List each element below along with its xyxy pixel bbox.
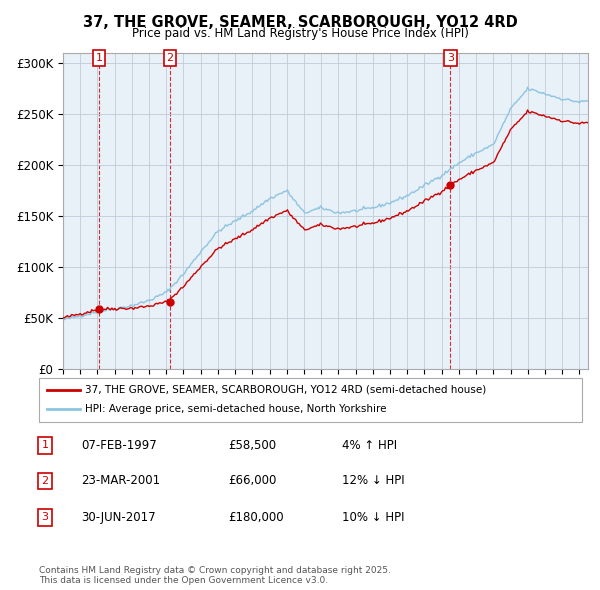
Text: 2: 2 xyxy=(41,476,49,486)
Text: 23-MAR-2001: 23-MAR-2001 xyxy=(81,474,160,487)
Text: 1: 1 xyxy=(95,53,103,63)
Text: 3: 3 xyxy=(447,53,454,63)
Text: £58,500: £58,500 xyxy=(228,439,276,452)
Text: 12% ↓ HPI: 12% ↓ HPI xyxy=(342,474,404,487)
FancyBboxPatch shape xyxy=(39,378,582,422)
Text: Contains HM Land Registry data © Crown copyright and database right 2025.
This d: Contains HM Land Registry data © Crown c… xyxy=(39,566,391,585)
Text: Price paid vs. HM Land Registry's House Price Index (HPI): Price paid vs. HM Land Registry's House … xyxy=(131,27,469,40)
Text: 10% ↓ HPI: 10% ↓ HPI xyxy=(342,511,404,524)
Text: 4% ↑ HPI: 4% ↑ HPI xyxy=(342,439,397,452)
Text: 37, THE GROVE, SEAMER, SCARBOROUGH, YO12 4RD (semi-detached house): 37, THE GROVE, SEAMER, SCARBOROUGH, YO12… xyxy=(85,385,487,395)
Text: £180,000: £180,000 xyxy=(228,511,284,524)
Text: 07-FEB-1997: 07-FEB-1997 xyxy=(81,439,157,452)
Text: 37, THE GROVE, SEAMER, SCARBOROUGH, YO12 4RD: 37, THE GROVE, SEAMER, SCARBOROUGH, YO12… xyxy=(83,15,517,30)
Text: 3: 3 xyxy=(41,513,49,522)
Text: 30-JUN-2017: 30-JUN-2017 xyxy=(81,511,155,524)
Text: 2: 2 xyxy=(167,53,173,63)
Text: £66,000: £66,000 xyxy=(228,474,277,487)
Text: HPI: Average price, semi-detached house, North Yorkshire: HPI: Average price, semi-detached house,… xyxy=(85,405,386,414)
Text: 1: 1 xyxy=(41,441,49,450)
